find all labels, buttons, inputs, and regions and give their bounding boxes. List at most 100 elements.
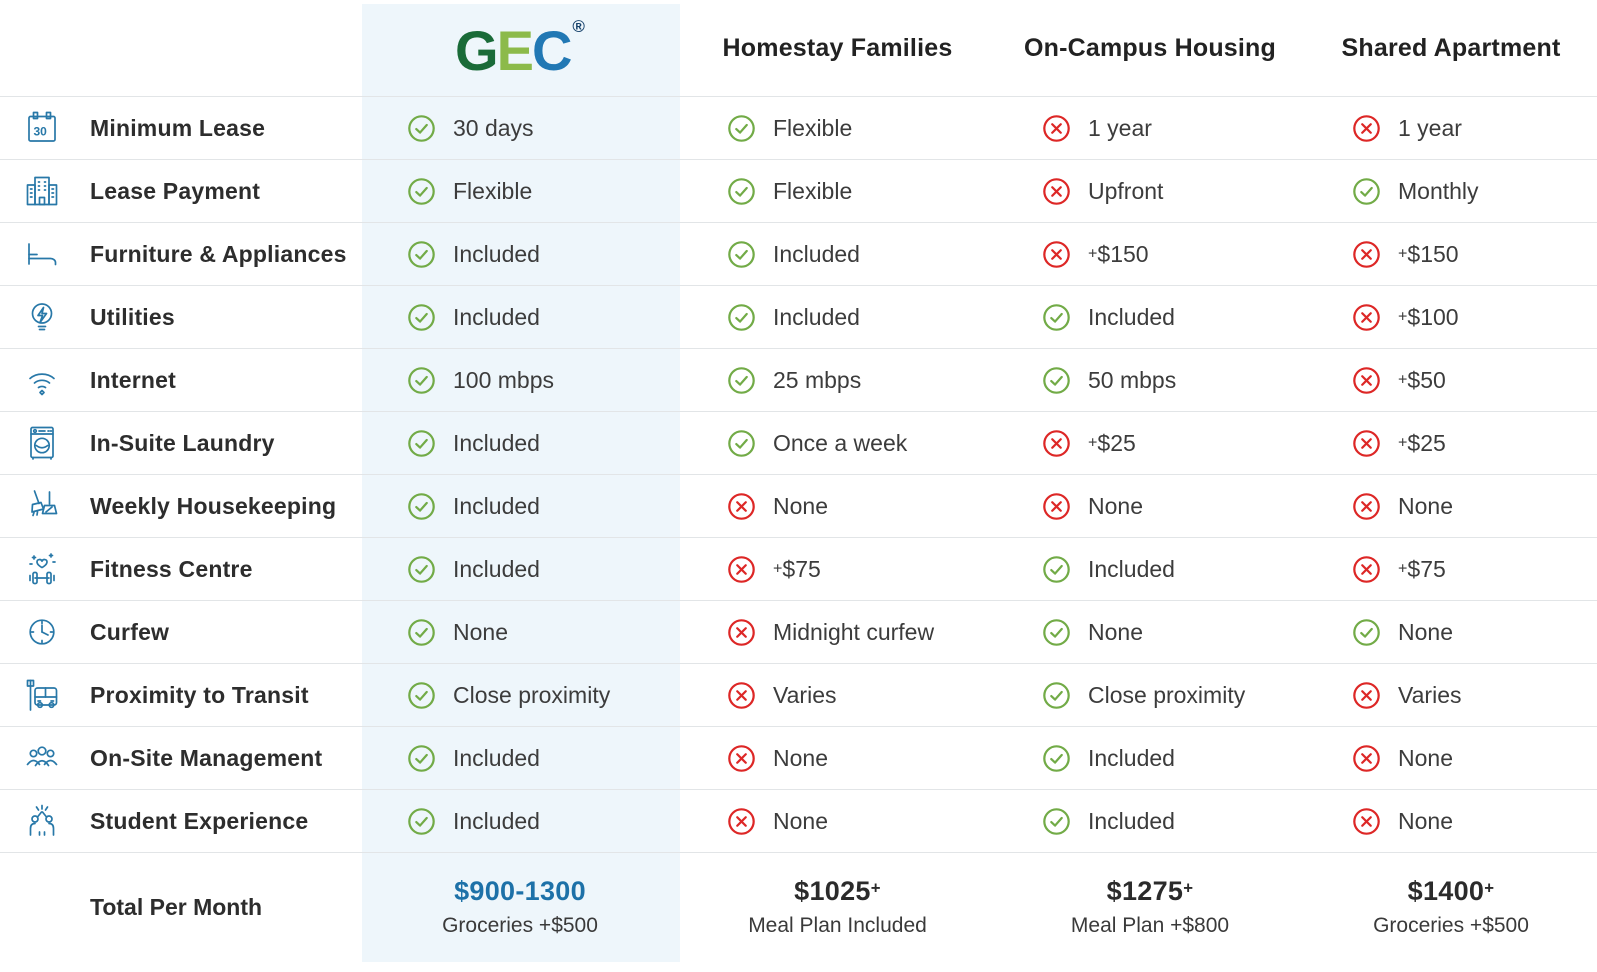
- cell-value: None: [773, 744, 828, 771]
- homestay-cell: Flexible: [680, 177, 995, 206]
- homestay-cell: None: [680, 492, 995, 521]
- shared-cell: None: [1305, 492, 1597, 521]
- cell-value: Close proximity: [453, 681, 611, 708]
- shared-cell: Monthly: [1305, 177, 1597, 206]
- cell-value: 100 mbps: [453, 366, 555, 393]
- cross-icon: [1042, 429, 1071, 458]
- cross-icon: [1352, 555, 1381, 584]
- bus-stop-icon: [22, 675, 62, 715]
- cross-icon: [1352, 681, 1381, 710]
- cell-value: Included: [453, 555, 540, 582]
- gec-cell: Close proximity: [360, 681, 680, 710]
- cell-value: None: [1398, 807, 1453, 834]
- bed-icon: [22, 234, 62, 274]
- table-row: On-Site Management Included None Include…: [0, 727, 1597, 790]
- feature-label: Curfew: [90, 618, 170, 645]
- people-group-icon: [22, 738, 62, 778]
- homestay-cell: +$75: [680, 555, 995, 584]
- table-row: 30 Minimum Lease 30 days Flexible 1 year…: [0, 97, 1597, 160]
- feature-cell: In-Suite Laundry: [0, 423, 360, 463]
- cross-icon: [1042, 240, 1071, 269]
- feature-label: On-Site Management: [90, 744, 323, 771]
- cell-value: None: [1088, 618, 1143, 645]
- total-row: Total Per Month $900-1300 Groceries +$50…: [0, 853, 1597, 961]
- check-icon: [1042, 744, 1071, 773]
- shared-cell: None: [1305, 618, 1597, 647]
- cross-icon: [727, 618, 756, 647]
- feature-label: In-Suite Laundry: [90, 429, 275, 456]
- cross-icon: [1042, 177, 1071, 206]
- gec-cell: Included: [360, 807, 680, 836]
- check-icon: [407, 240, 436, 269]
- feature-cell: Proximity to Transit: [0, 675, 360, 715]
- cell-value: None: [773, 492, 828, 519]
- cell-value: Included: [453, 807, 540, 834]
- shared-total-cell: $1400+ Groceries +$500: [1305, 876, 1597, 938]
- gec-logo-letter-e: E: [496, 18, 534, 82]
- cell-value: Included: [453, 429, 540, 456]
- check-icon: [1042, 807, 1071, 836]
- cell-value: Included: [453, 303, 540, 330]
- oncampus-cell: Included: [995, 555, 1305, 584]
- cell-value: 50 mbps: [1088, 366, 1177, 393]
- homestay-total-amount: $1025+: [794, 876, 881, 906]
- cell-value: None: [1398, 618, 1453, 645]
- cell-value: Varies: [773, 681, 837, 708]
- shared-cell: +$100: [1305, 303, 1597, 332]
- building-icon: [22, 171, 62, 211]
- cross-icon: [727, 492, 756, 521]
- shared-total-amount: $1400+: [1407, 876, 1495, 906]
- table-row: Weekly Housekeeping Included None None N…: [0, 475, 1597, 538]
- shared-total-note: Groceries +$500: [1373, 914, 1529, 937]
- cell-value: Included: [1088, 744, 1175, 771]
- cross-icon: [727, 681, 756, 710]
- check-icon: [407, 618, 436, 647]
- cross-icon: [1042, 114, 1071, 143]
- gec-logo-letter-g: G: [455, 18, 499, 82]
- cell-value: Flexible: [453, 177, 533, 204]
- cell-value: 30 days: [453, 114, 534, 141]
- homestay-cell: 25 mbps: [680, 366, 995, 395]
- feature-cell: Fitness Centre: [0, 549, 360, 589]
- check-icon: [1352, 177, 1381, 206]
- oncampus-cell: Close proximity: [995, 681, 1305, 710]
- gec-logo: GEC ®: [455, 18, 585, 79]
- column-header-shared: Shared Apartment: [1341, 33, 1561, 62]
- feature-cell: On-Site Management: [0, 738, 360, 778]
- cell-value: Included: [453, 240, 540, 267]
- check-icon: [1042, 618, 1071, 647]
- high-five-icon: [22, 801, 62, 841]
- clock-icon: [22, 612, 62, 652]
- feature-cell: Curfew: [0, 612, 360, 652]
- gec-cell: Included: [360, 429, 680, 458]
- cell-value: None: [773, 807, 828, 834]
- check-icon: [1042, 366, 1071, 395]
- feature-cell: 30 Minimum Lease: [0, 108, 360, 148]
- cross-icon: [1352, 114, 1381, 143]
- cross-icon: [727, 744, 756, 773]
- gec-total-note: Groceries +$500: [442, 914, 598, 937]
- check-icon: [407, 681, 436, 710]
- cell-value: Once a week: [773, 429, 908, 456]
- cell-value: Midnight curfew: [773, 618, 935, 645]
- table-row: In-Suite Laundry Included Once a week +$…: [0, 412, 1597, 475]
- homestay-cell: Included: [680, 240, 995, 269]
- cross-icon: [1352, 492, 1381, 521]
- check-icon: [407, 177, 436, 206]
- cell-value: Monthly: [1398, 177, 1479, 204]
- homestay-cell: Included: [680, 303, 995, 332]
- check-icon: [407, 555, 436, 584]
- table-row: Lease Payment Flexible Flexible Upfront …: [0, 160, 1597, 223]
- homestay-cell: Varies: [680, 681, 995, 710]
- oncampus-total-note: Meal Plan +$800: [1070, 914, 1230, 937]
- cell-value: 1 year: [1398, 114, 1462, 141]
- cell-value: Included: [453, 744, 540, 771]
- cell-value: Upfront: [1088, 177, 1164, 204]
- feature-cell: Utilities: [0, 297, 360, 337]
- cross-icon: [727, 555, 756, 584]
- gec-total-amount: $900-1300: [454, 876, 586, 906]
- gec-cell: 100 mbps: [360, 366, 680, 395]
- feature-cell: Weekly Housekeeping: [0, 486, 360, 526]
- cell-value: Included: [1088, 303, 1175, 330]
